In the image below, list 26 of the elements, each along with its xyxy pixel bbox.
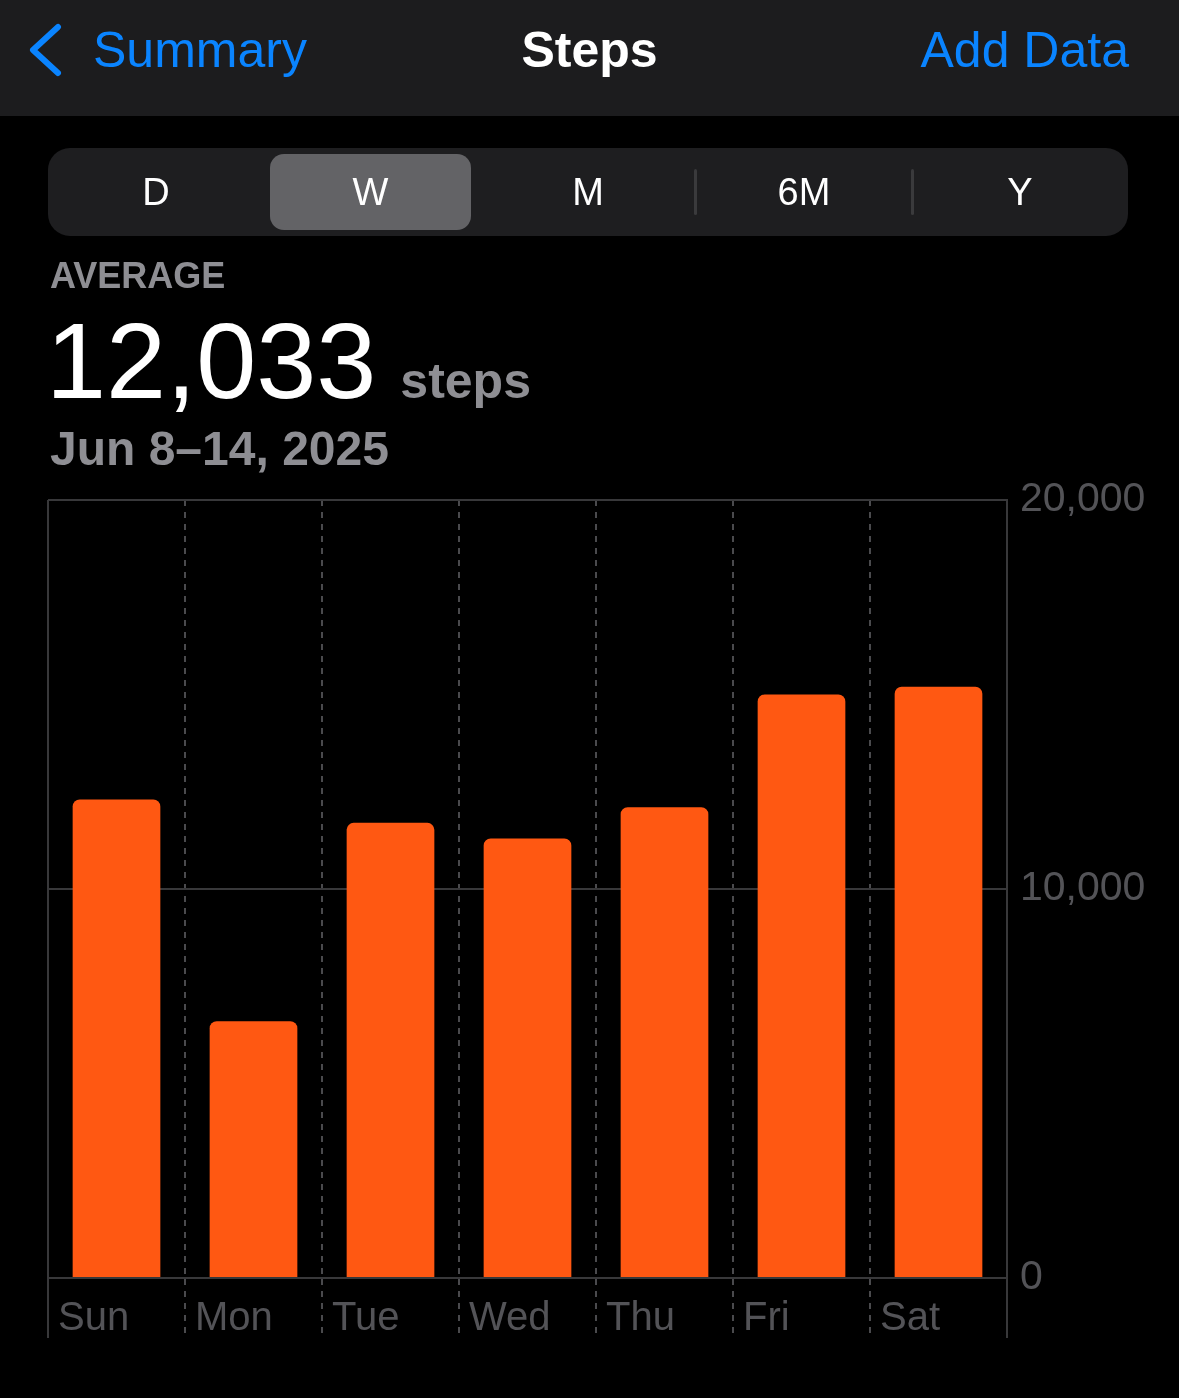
text: AVERAGE: [50, 255, 226, 296]
x-tick-label: Sat: [880, 1294, 941, 1339]
text: Summary: [93, 22, 307, 78]
text: steps: [400, 353, 531, 409]
segmented-control: D W M 6M Y: [48, 148, 1128, 236]
text: 12,033: [46, 300, 377, 421]
x-tick-label: Thu: [606, 1294, 675, 1339]
bar: [209, 1021, 298, 1277]
y-tick-label: 0: [1020, 1252, 1043, 1299]
x-tick-label: Tue: [332, 1294, 400, 1339]
chart-title: Steps: [521, 22, 658, 78]
bar: [894, 686, 983, 1277]
selected-tab: W: [270, 154, 471, 230]
text: Add Data: [920, 22, 1129, 78]
x-tick-label: Wed: [469, 1294, 551, 1339]
bar: [483, 838, 572, 1277]
bar: [72, 799, 161, 1277]
y-tick-label: 20,000: [1020, 474, 1146, 521]
text: Jun 8–14, 2025: [50, 422, 389, 475]
bar: [757, 694, 846, 1277]
bar: [620, 807, 709, 1277]
x-tick-label: Fri: [743, 1294, 790, 1339]
x-tick-label: Sun: [58, 1294, 130, 1339]
x-tick-label: Mon: [195, 1294, 273, 1339]
bar: [346, 822, 435, 1277]
y-tick-label: 10,000: [1020, 863, 1146, 910]
